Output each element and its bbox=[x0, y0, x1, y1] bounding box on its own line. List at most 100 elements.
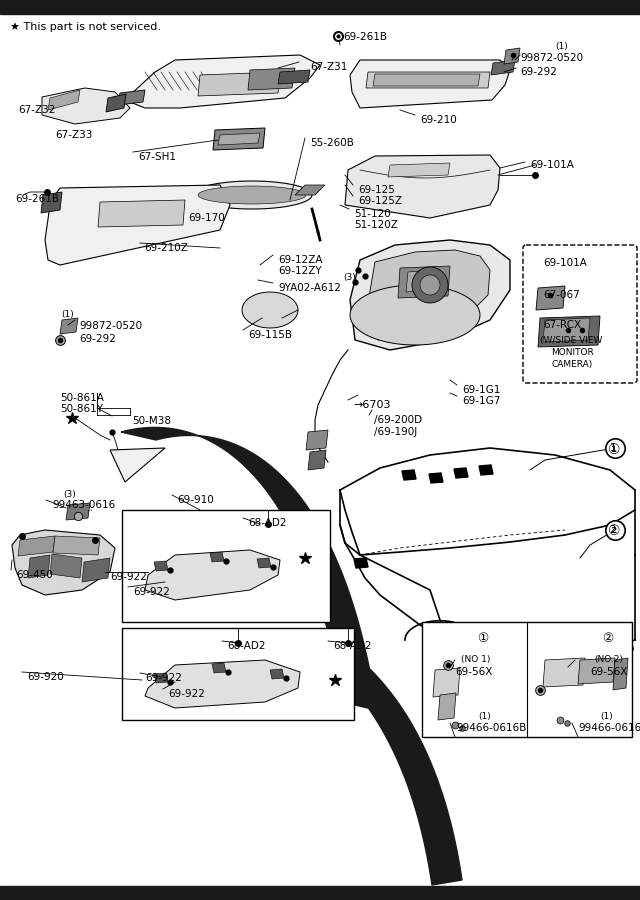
Text: 51-120: 51-120 bbox=[354, 209, 391, 219]
Text: /69-190J: /69-190J bbox=[374, 427, 417, 437]
Text: 69-115B: 69-115B bbox=[248, 330, 292, 340]
Polygon shape bbox=[82, 558, 110, 582]
Text: 69-261B: 69-261B bbox=[343, 32, 387, 42]
Polygon shape bbox=[429, 473, 443, 483]
Polygon shape bbox=[50, 554, 82, 578]
Text: 69-922: 69-922 bbox=[145, 673, 182, 683]
Polygon shape bbox=[210, 552, 224, 562]
Circle shape bbox=[420, 275, 440, 295]
Polygon shape bbox=[145, 550, 280, 600]
Text: 55-260B: 55-260B bbox=[310, 138, 354, 148]
Text: 68-AD2: 68-AD2 bbox=[227, 641, 266, 651]
Polygon shape bbox=[438, 693, 456, 720]
Text: 69-12ZA: 69-12ZA bbox=[278, 255, 323, 265]
Text: 67-Z31: 67-Z31 bbox=[310, 62, 348, 72]
Text: 69-101A: 69-101A bbox=[530, 160, 574, 170]
Polygon shape bbox=[388, 163, 450, 177]
Bar bbox=[422, 622, 632, 737]
Text: 69-922: 69-922 bbox=[133, 587, 170, 597]
Text: 67-Z32: 67-Z32 bbox=[18, 105, 56, 115]
Text: 50-M38: 50-M38 bbox=[132, 416, 171, 426]
Text: ①: ① bbox=[608, 443, 621, 457]
Polygon shape bbox=[479, 465, 493, 475]
Polygon shape bbox=[366, 72, 490, 88]
Polygon shape bbox=[578, 658, 615, 684]
Text: 99463-0616: 99463-0616 bbox=[52, 500, 115, 510]
Text: /69-200D: /69-200D bbox=[374, 415, 422, 425]
Text: (1): (1) bbox=[600, 712, 612, 721]
Polygon shape bbox=[213, 128, 265, 150]
Text: 69-910: 69-910 bbox=[177, 495, 214, 505]
Polygon shape bbox=[118, 90, 145, 105]
Polygon shape bbox=[110, 448, 165, 482]
Text: (3): (3) bbox=[343, 273, 356, 282]
Polygon shape bbox=[433, 668, 460, 697]
Polygon shape bbox=[365, 250, 490, 340]
Text: 69-210Z: 69-210Z bbox=[144, 243, 188, 253]
Polygon shape bbox=[41, 192, 62, 213]
Text: 69-922: 69-922 bbox=[110, 572, 147, 582]
Polygon shape bbox=[28, 555, 50, 578]
Text: (1): (1) bbox=[478, 712, 491, 721]
Polygon shape bbox=[48, 90, 80, 110]
Text: 68-AD2: 68-AD2 bbox=[248, 518, 287, 528]
Text: 69-125: 69-125 bbox=[358, 185, 395, 195]
Polygon shape bbox=[257, 558, 271, 568]
Polygon shape bbox=[66, 503, 90, 520]
Text: 69-56X: 69-56X bbox=[455, 667, 492, 677]
Polygon shape bbox=[406, 270, 440, 292]
Text: 69-920: 69-920 bbox=[27, 672, 64, 682]
Text: ★ This part is not serviced.: ★ This part is not serviced. bbox=[10, 22, 161, 32]
Text: 67-Z33: 67-Z33 bbox=[55, 130, 92, 140]
Polygon shape bbox=[543, 318, 590, 342]
Polygon shape bbox=[613, 658, 628, 690]
Polygon shape bbox=[145, 660, 300, 708]
Polygon shape bbox=[402, 470, 416, 480]
FancyBboxPatch shape bbox=[523, 245, 637, 383]
Text: 67-SH1: 67-SH1 bbox=[138, 152, 176, 162]
Text: 99872-0520: 99872-0520 bbox=[79, 321, 142, 331]
Polygon shape bbox=[12, 530, 115, 595]
Polygon shape bbox=[121, 428, 377, 710]
Polygon shape bbox=[270, 669, 284, 679]
Text: (3): (3) bbox=[63, 490, 76, 499]
Polygon shape bbox=[278, 70, 310, 84]
Polygon shape bbox=[285, 630, 462, 885]
Text: 67-RCX: 67-RCX bbox=[543, 320, 581, 330]
Text: 69-210: 69-210 bbox=[420, 115, 457, 125]
Text: 51-120Z: 51-120Z bbox=[354, 220, 398, 230]
Text: →6703: →6703 bbox=[353, 400, 390, 410]
Text: 1: 1 bbox=[610, 443, 616, 453]
Text: 99872-0520: 99872-0520 bbox=[520, 53, 583, 63]
Text: 68-AD2: 68-AD2 bbox=[333, 641, 371, 651]
Polygon shape bbox=[242, 292, 298, 328]
Polygon shape bbox=[18, 536, 55, 556]
Text: 69-170: 69-170 bbox=[188, 213, 225, 223]
Circle shape bbox=[412, 267, 448, 303]
Polygon shape bbox=[42, 88, 130, 124]
Text: (1): (1) bbox=[61, 310, 74, 319]
Polygon shape bbox=[45, 185, 230, 265]
Text: ②: ② bbox=[608, 524, 621, 538]
Text: ②: ② bbox=[602, 632, 613, 645]
Polygon shape bbox=[454, 468, 468, 478]
Polygon shape bbox=[350, 60, 510, 108]
Text: 99466-0616B: 99466-0616B bbox=[456, 723, 526, 733]
Text: 69-922: 69-922 bbox=[168, 689, 205, 699]
Text: 69-261B: 69-261B bbox=[15, 194, 59, 204]
Text: (1): (1) bbox=[555, 42, 568, 51]
Text: 69-56X: 69-56X bbox=[590, 667, 627, 677]
Text: 50-861A: 50-861A bbox=[60, 393, 104, 403]
Text: 67-067: 67-067 bbox=[543, 290, 580, 300]
Text: ①: ① bbox=[477, 632, 488, 645]
Text: 50-861Y: 50-861Y bbox=[60, 404, 103, 414]
Polygon shape bbox=[350, 240, 510, 350]
Polygon shape bbox=[53, 536, 100, 555]
Polygon shape bbox=[192, 181, 312, 209]
Polygon shape bbox=[306, 430, 328, 450]
Bar bbox=[0, 886, 640, 900]
Text: MONITOR: MONITOR bbox=[551, 348, 594, 357]
Polygon shape bbox=[218, 133, 260, 145]
Polygon shape bbox=[536, 286, 565, 310]
Polygon shape bbox=[345, 155, 500, 218]
